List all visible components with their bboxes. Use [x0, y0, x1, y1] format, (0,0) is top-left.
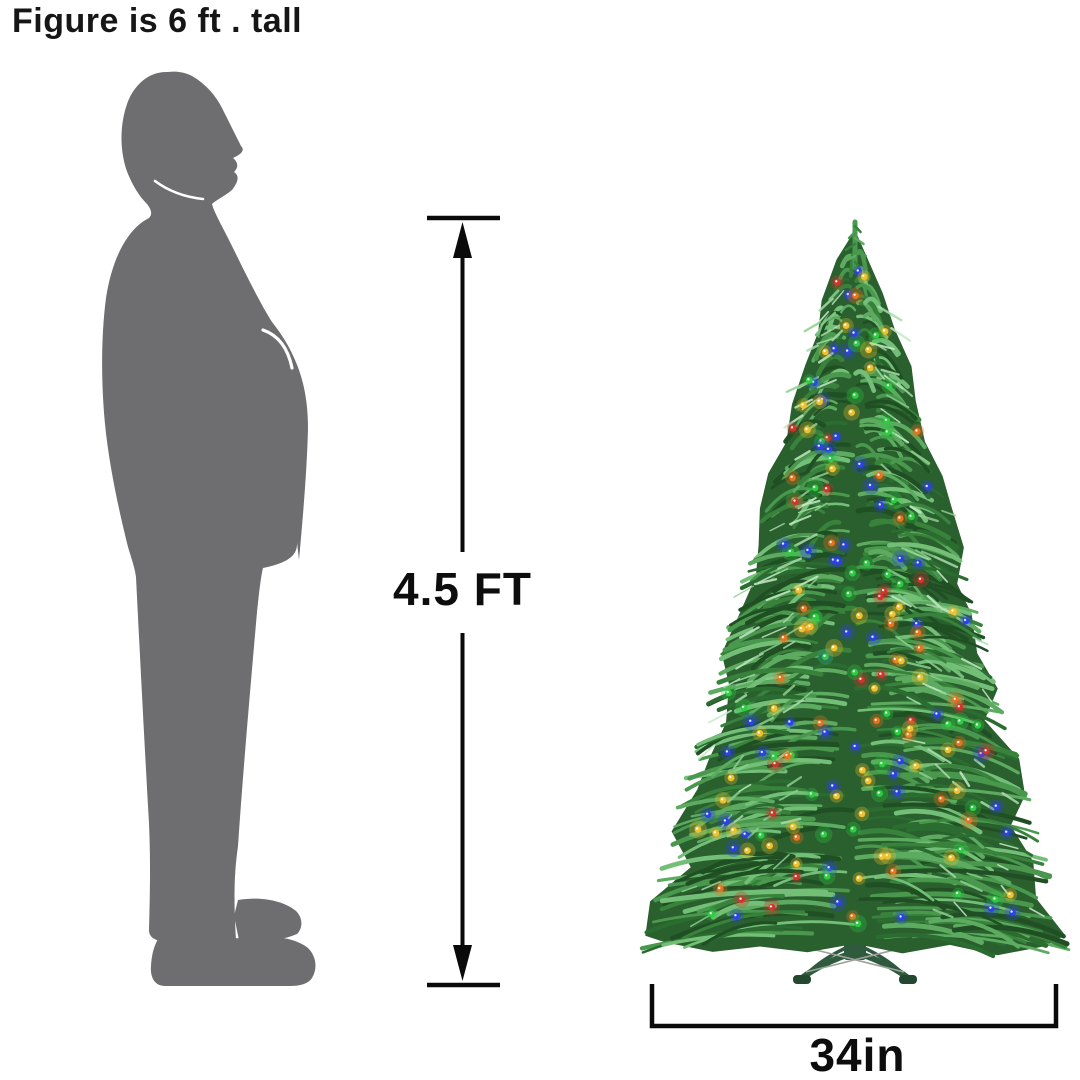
stand-foot-right	[899, 975, 917, 984]
stand-cross-wire-2	[811, 948, 905, 973]
person-arm-highlight	[261, 328, 294, 370]
person-near-shoe-shape	[150, 932, 316, 986]
height-down-arrowhead	[453, 945, 472, 981]
page-title: Figure is 6 ft . tall	[12, 2, 303, 40]
tree-lights	[689, 265, 1021, 933]
height-up-arrowhead	[453, 222, 472, 258]
height-dimension-label: 4.5 FT	[360, 564, 565, 615]
person-body-shape	[102, 71, 308, 941]
height-dimension-arrow	[427, 215, 500, 988]
stand-cross-wire-1	[805, 948, 899, 973]
tree-foliage	[639, 219, 1071, 959]
width-dimension-label: 34in	[755, 1030, 960, 1080]
person-silhouette	[102, 71, 316, 986]
width-dimension-bracket	[649, 984, 1059, 1029]
person-far-shoe-shape	[234, 898, 302, 945]
stand-foot-left	[793, 975, 811, 984]
person-collar-highlight	[153, 179, 205, 201]
